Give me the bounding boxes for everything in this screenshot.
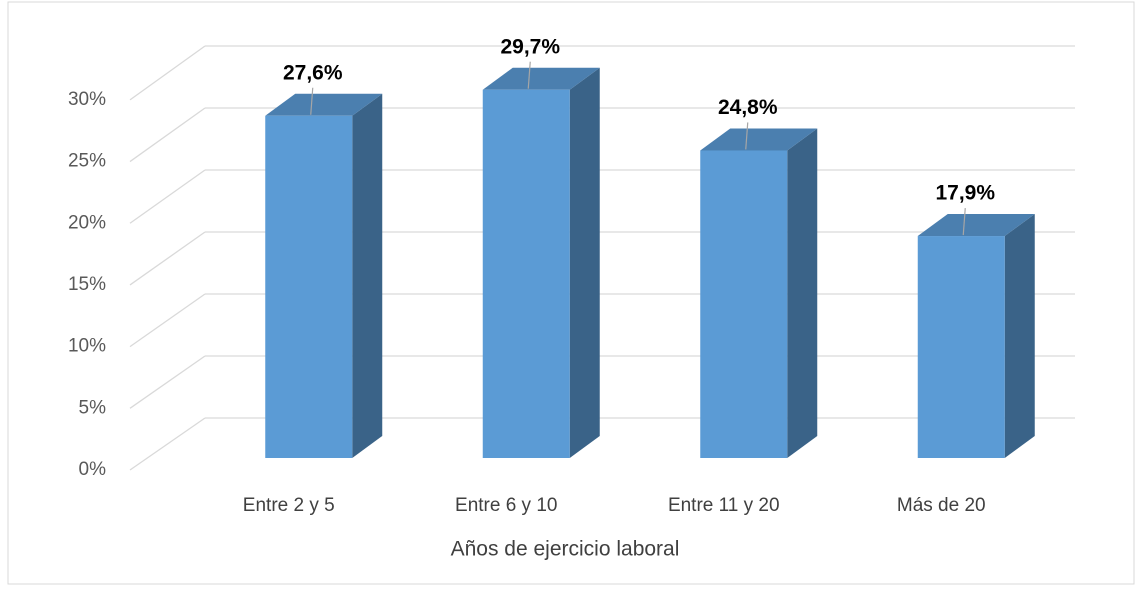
data-label: 24,8% bbox=[718, 96, 778, 119]
x-tick-label: Entre 11 y 20 bbox=[668, 495, 780, 516]
y-tick-label: 5% bbox=[79, 397, 107, 418]
x-axis-title: Años de ejercicio laboral bbox=[451, 538, 680, 561]
leader-line bbox=[745, 122, 749, 150]
y-tick-label: 0% bbox=[79, 459, 107, 480]
grid-line-side bbox=[129, 417, 206, 471]
grid-line-side bbox=[129, 293, 206, 348]
x-tick-label: Entre 6 y 10 bbox=[455, 495, 557, 516]
bar-top bbox=[700, 128, 818, 151]
data-label: 17,9% bbox=[935, 182, 995, 205]
grid-line-side bbox=[129, 107, 206, 163]
y-tick-label: 30% bbox=[68, 89, 106, 110]
grid-line-side bbox=[129, 355, 206, 409]
bar-top bbox=[482, 67, 600, 90]
y-tick-label: 15% bbox=[68, 274, 106, 295]
leader-line bbox=[310, 87, 314, 115]
bar-side bbox=[1004, 214, 1035, 458]
grid-line-side bbox=[129, 231, 206, 286]
bar bbox=[482, 89, 570, 458]
bar-side bbox=[352, 93, 383, 458]
bar bbox=[700, 150, 788, 459]
bar bbox=[917, 236, 1005, 458]
x-tick-label: Más de 20 bbox=[897, 495, 986, 516]
y-tick-label: 10% bbox=[68, 336, 106, 357]
bar-top bbox=[265, 93, 383, 116]
bar-side bbox=[569, 67, 600, 458]
bar bbox=[265, 115, 353, 458]
bar-top bbox=[917, 214, 1035, 237]
leader-line bbox=[527, 61, 531, 89]
y-tick-label: 20% bbox=[68, 212, 106, 233]
y-tick-label: 25% bbox=[68, 151, 106, 172]
grid-line-side bbox=[129, 169, 206, 224]
bar-side bbox=[787, 128, 818, 459]
leader-line bbox=[962, 207, 966, 236]
x-tick-label: Entre 2 y 5 bbox=[243, 495, 335, 516]
grid-line-side bbox=[129, 45, 206, 101]
data-label: 27,6% bbox=[283, 61, 343, 84]
data-label: 29,7% bbox=[500, 35, 560, 58]
